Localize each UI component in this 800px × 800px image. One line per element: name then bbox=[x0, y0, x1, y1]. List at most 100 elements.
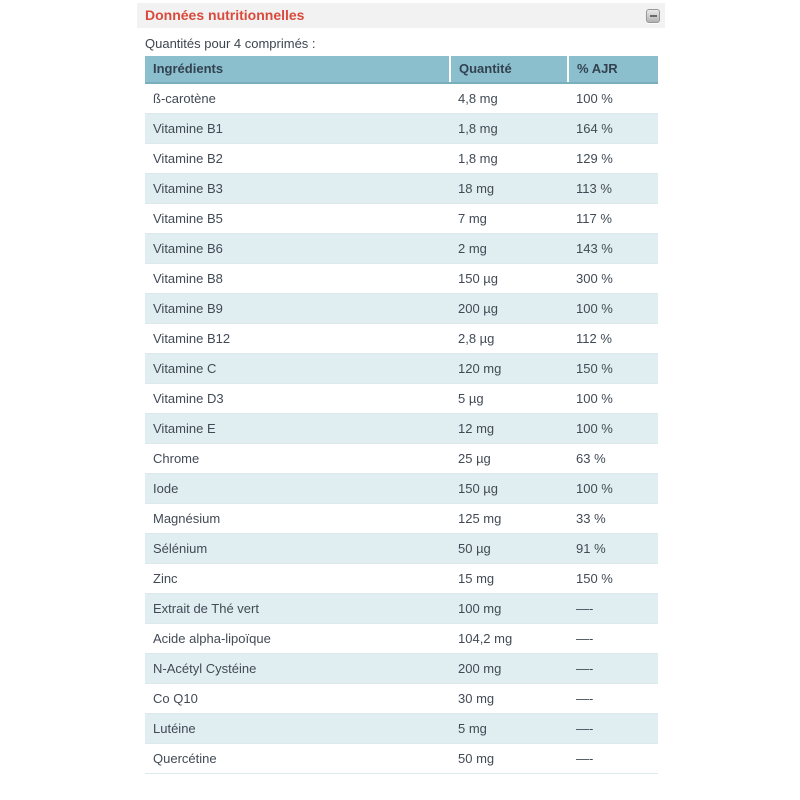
cell-quantity: 30 mg bbox=[450, 683, 568, 714]
cell-ingredient: Acide alpha-lipoïque bbox=[145, 623, 450, 654]
cell-ajr: —- bbox=[568, 713, 658, 744]
cell-ajr: 300 % bbox=[568, 263, 658, 294]
cell-quantity: 125 mg bbox=[450, 503, 568, 534]
minus-icon bbox=[649, 14, 657, 17]
cell-quantity: 4,8 mg bbox=[450, 83, 568, 114]
cell-ajr: 117 % bbox=[568, 203, 658, 234]
cell-quantity: 120 mg bbox=[450, 353, 568, 384]
cell-quantity: 100 mg bbox=[450, 593, 568, 624]
table-row: Vitamine E 12 mg 100 % bbox=[145, 413, 658, 444]
cell-quantity: 50 mg bbox=[450, 743, 568, 774]
table-row: Sélénium 50 µg 91 % bbox=[145, 533, 658, 564]
table-row: Vitamine B5 7 mg 117 % bbox=[145, 203, 658, 234]
table-row: Extrait de Thé vert 100 mg —- bbox=[145, 593, 658, 624]
cell-quantity: 18 mg bbox=[450, 173, 568, 204]
cell-ingredient: Vitamine B1 bbox=[145, 113, 450, 144]
table-row: Iode 150 µg 100 % bbox=[145, 473, 658, 504]
cell-ajr: 100 % bbox=[568, 83, 658, 114]
table-row: Co Q10 30 mg —- bbox=[145, 683, 658, 714]
cell-ingredient: Vitamine B9 bbox=[145, 293, 450, 324]
table-row: Vitamine B6 2 mg 143 % bbox=[145, 233, 658, 264]
cell-ingredient: Vitamine C bbox=[145, 353, 450, 384]
cell-quantity: 15 mg bbox=[450, 563, 568, 594]
cell-ingredient: Magnésium bbox=[145, 503, 450, 534]
table-row: Vitamine B1 1,8 mg 164 % bbox=[145, 113, 658, 144]
table-row: Quercétine 50 mg —- bbox=[145, 743, 658, 774]
table-row: Vitamine C 120 mg 150 % bbox=[145, 353, 658, 384]
table-row: ß-carotène 4,8 mg 100 % bbox=[145, 83, 658, 114]
panel-title: Données nutritionnelles bbox=[145, 7, 305, 23]
table-row: Vitamine B2 1,8 mg 129 % bbox=[145, 143, 658, 174]
cell-ingredient: Lutéine bbox=[145, 713, 450, 744]
cell-quantity: 150 µg bbox=[450, 263, 568, 294]
column-header-ingredients: Ingrédients bbox=[145, 56, 450, 84]
cell-quantity: 5 µg bbox=[450, 383, 568, 414]
table-header-row: Ingrédients Quantité % AJR bbox=[145, 56, 658, 84]
cell-ajr: —- bbox=[568, 683, 658, 714]
cell-ingredient: N-Acétyl Cystéine bbox=[145, 653, 450, 684]
table-row: Vitamine B8 150 µg 300 % bbox=[145, 263, 658, 294]
cell-ajr: —- bbox=[568, 653, 658, 684]
column-header-ajr: % AJR bbox=[567, 56, 658, 84]
cell-ingredient: Zinc bbox=[145, 563, 450, 594]
cell-quantity: 2,8 µg bbox=[450, 323, 568, 354]
cell-ingredient: Vitamine B3 bbox=[145, 173, 450, 204]
nutrition-table: Ingrédients Quantité % AJR ß-carotène 4,8… bbox=[145, 56, 658, 774]
table-row: Vitamine B9 200 µg 100 % bbox=[145, 293, 658, 324]
cell-ingredient: Vitamine B6 bbox=[145, 233, 450, 264]
cell-ajr: 91 % bbox=[568, 533, 658, 564]
table-row: Vitamine B12 2,8 µg 112 % bbox=[145, 323, 658, 354]
cell-ajr: 100 % bbox=[568, 293, 658, 324]
table-row: Magnésium 125 mg 33 % bbox=[145, 503, 658, 534]
cell-quantity: 1,8 mg bbox=[450, 113, 568, 144]
cell-ajr: —- bbox=[568, 743, 658, 774]
table-row: Vitamine B3 18 mg 113 % bbox=[145, 173, 658, 204]
cell-ajr: 150 % bbox=[568, 353, 658, 384]
cell-ingredient: Vitamine B12 bbox=[145, 323, 450, 354]
cell-ingredient: Chrome bbox=[145, 443, 450, 474]
cell-ajr: —- bbox=[568, 593, 658, 624]
cell-quantity: 104,2 mg bbox=[450, 623, 568, 654]
cell-ajr: 112 % bbox=[568, 323, 658, 354]
cell-ingredient: Quercétine bbox=[145, 743, 450, 774]
cell-quantity: 50 µg bbox=[450, 533, 568, 564]
cell-quantity: 2 mg bbox=[450, 233, 568, 264]
cell-ingredient: Co Q10 bbox=[145, 683, 450, 714]
column-header-quantity: Quantité bbox=[449, 56, 568, 84]
nutrition-panel: Données nutritionnelles Quantités pour 4… bbox=[137, 3, 665, 774]
cell-ingredient: ß-carotène bbox=[145, 83, 450, 114]
cell-ajr: —- bbox=[568, 623, 658, 654]
cell-ajr: 100 % bbox=[568, 473, 658, 504]
cell-quantity: 7 mg bbox=[450, 203, 568, 234]
cell-ingredient: Vitamine E bbox=[145, 413, 450, 444]
cell-quantity: 5 mg bbox=[450, 713, 568, 744]
cell-ajr: 100 % bbox=[568, 383, 658, 414]
cell-ingredient: Vitamine B5 bbox=[145, 203, 450, 234]
table-body: ß-carotène 4,8 mg 100 % Vitamine B1 1,8 mg 16… bbox=[145, 83, 658, 774]
cell-ingredient: Extrait de Thé vert bbox=[145, 593, 450, 624]
table-row: Zinc 15 mg 150 % bbox=[145, 563, 658, 594]
cell-ajr: 150 % bbox=[568, 563, 658, 594]
table-row: Lutéine 5 mg —- bbox=[145, 713, 658, 744]
cell-ingredient: Vitamine B2 bbox=[145, 143, 450, 174]
cell-quantity: 200 µg bbox=[450, 293, 568, 324]
cell-ingredient: Vitamine B8 bbox=[145, 263, 450, 294]
collapse-button[interactable] bbox=[646, 8, 660, 23]
cell-ajr: 100 % bbox=[568, 413, 658, 444]
cell-ingredient: Iode bbox=[145, 473, 450, 504]
serving-info: Quantités pour 4 comprimés : bbox=[145, 36, 316, 51]
cell-ingredient: Sélénium bbox=[145, 533, 450, 564]
cell-ajr: 143 % bbox=[568, 233, 658, 264]
table-row: Chrome 25 µg 63 % bbox=[145, 443, 658, 474]
table-row: N-Acétyl Cystéine 200 mg —- bbox=[145, 653, 658, 684]
cell-ajr: 33 % bbox=[568, 503, 658, 534]
table-row: Acide alpha-lipoïque 104,2 mg —- bbox=[145, 623, 658, 654]
table-row: Vitamine D3 5 µg 100 % bbox=[145, 383, 658, 414]
cell-quantity: 25 µg bbox=[450, 443, 568, 474]
cell-ajr: 63 % bbox=[568, 443, 658, 474]
cell-ajr: 164 % bbox=[568, 113, 658, 144]
cell-quantity: 1,8 mg bbox=[450, 143, 568, 174]
cell-quantity: 12 mg bbox=[450, 413, 568, 444]
cell-quantity: 150 µg bbox=[450, 473, 568, 504]
panel-header: Données nutritionnelles bbox=[137, 3, 665, 28]
